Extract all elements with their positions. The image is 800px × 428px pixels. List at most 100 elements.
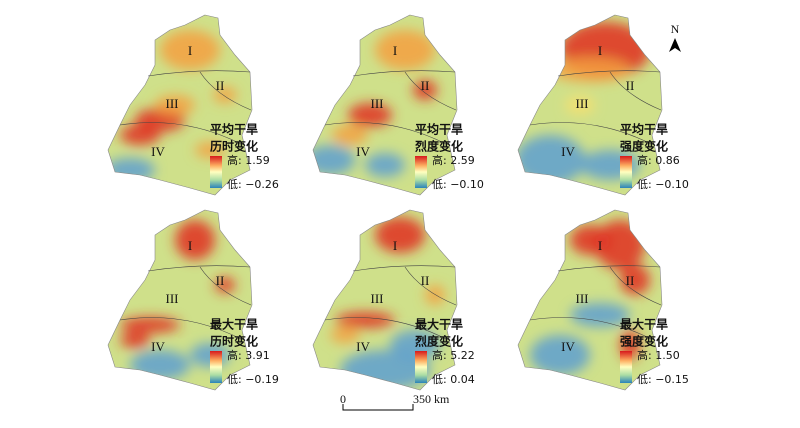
region-label: IV — [561, 339, 575, 354]
region-border — [352, 70, 456, 77]
heat-area — [175, 220, 215, 260]
legend-title: 历时变化 — [210, 139, 258, 154]
legend-high: 高: 2.59 — [432, 153, 475, 167]
region-border — [119, 122, 244, 146]
region-border — [119, 317, 244, 341]
region-label: II — [626, 273, 635, 288]
map-heat — [518, 22, 650, 185]
region-label: II — [421, 273, 430, 288]
heat-area — [390, 330, 440, 360]
region-border — [324, 317, 449, 341]
map-fill — [518, 15, 662, 195]
legend-title: 平均干旱 — [620, 122, 668, 137]
heat-area — [330, 327, 360, 343]
legend-title: 平均干旱 — [210, 122, 258, 137]
region-label: IV — [356, 339, 370, 354]
legend-title: 烈度变化 — [415, 139, 463, 154]
heat-area — [130, 350, 190, 380]
region-label: IV — [151, 339, 165, 354]
heat-area — [565, 95, 595, 115]
map-fill — [108, 15, 252, 195]
region-border — [529, 122, 654, 146]
map-outline — [107, 209, 253, 391]
map-fill — [518, 210, 662, 390]
region-border — [199, 266, 252, 306]
region-border — [404, 266, 457, 306]
region-label: I — [188, 43, 192, 58]
legend-low: 低: 0.04 — [432, 373, 475, 386]
map-outline — [312, 14, 458, 196]
region-label: II — [216, 78, 225, 93]
map-fill — [313, 15, 457, 195]
region-label: III — [166, 291, 179, 306]
heat-area — [365, 153, 405, 177]
legend-title: 强度变化 — [620, 139, 668, 154]
region-label: I — [598, 43, 602, 58]
color-bar — [210, 156, 222, 188]
color-bar — [620, 156, 632, 188]
region-border — [199, 71, 252, 111]
region-border — [609, 71, 662, 111]
region-label: III — [576, 291, 589, 306]
color-bar — [210, 351, 222, 383]
heat-area — [120, 317, 180, 333]
heat-area — [155, 95, 195, 115]
region-label: III — [371, 96, 384, 111]
heat-area — [335, 312, 395, 328]
region-label: IV — [561, 144, 575, 159]
heat-area — [160, 30, 220, 70]
region-label: III — [166, 96, 179, 111]
heat-area — [570, 303, 630, 327]
color-bar — [620, 351, 632, 383]
legend-title: 最大干旱 — [210, 317, 258, 332]
heat-area — [425, 285, 445, 305]
region-border — [557, 265, 661, 272]
legend-low: 低: −0.10 — [432, 178, 484, 191]
region-border — [404, 71, 457, 111]
legend-title: 最大干旱 — [415, 317, 463, 332]
region-label: II — [421, 78, 430, 93]
map-fill — [313, 210, 457, 390]
region-border — [557, 70, 661, 77]
legend-high: 高: 1.59 — [227, 153, 270, 167]
heat-area — [332, 125, 368, 145]
region-border — [609, 266, 662, 306]
north-label: N — [671, 22, 680, 36]
heat-area — [375, 30, 435, 70]
region-label: II — [216, 273, 225, 288]
heat-area — [550, 58, 630, 82]
region-border — [324, 122, 449, 146]
scale-start: 0 — [340, 392, 346, 406]
heat-area — [570, 225, 610, 255]
legend-high: 高: 3.91 — [227, 348, 270, 362]
region-label: I — [188, 238, 192, 253]
heat-area — [413, 80, 437, 100]
region-label: I — [393, 238, 397, 253]
map-heat — [313, 30, 437, 177]
map-outline — [517, 14, 663, 196]
heat-area — [375, 217, 425, 253]
heat-area — [120, 125, 160, 145]
legend-title: 平均干旱 — [415, 122, 463, 137]
region-label: IV — [151, 144, 165, 159]
region-label: I — [393, 43, 397, 58]
heat-area — [313, 145, 355, 175]
heat-area — [215, 277, 235, 293]
heat-area — [348, 103, 392, 127]
heat-area — [620, 265, 650, 295]
map-outline — [517, 209, 663, 391]
legend-title: 烈度变化 — [415, 334, 463, 349]
region-border — [529, 317, 654, 341]
legend-low: 低: −0.19 — [227, 373, 279, 386]
color-bar — [415, 351, 427, 383]
region-label: III — [576, 96, 589, 111]
legend-high: 高: 5.22 — [432, 348, 475, 362]
north-arrow-icon — [669, 38, 681, 52]
heat-area — [120, 332, 150, 348]
